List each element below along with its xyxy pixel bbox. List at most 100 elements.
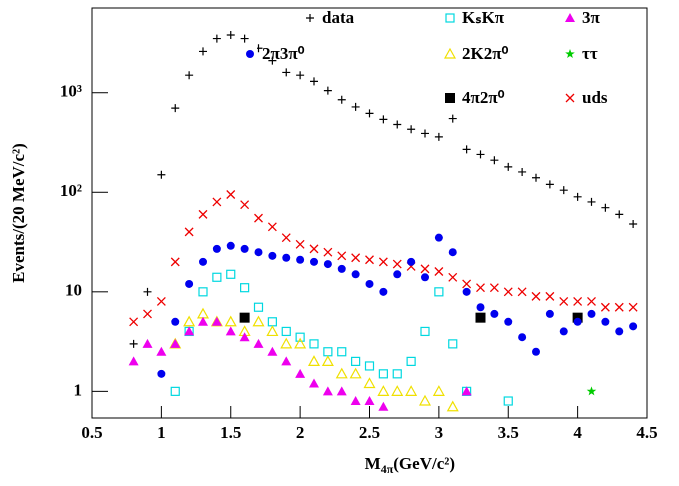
data-point [446,400,459,412]
data-point [295,239,305,249]
data-point [434,233,443,242]
x-label-sub: 4π [381,462,394,476]
data-point [601,317,610,326]
data-point [170,338,181,348]
data-point [407,257,416,266]
data-point [490,309,499,318]
data-point [252,315,265,327]
data-point [615,327,624,336]
data-point [600,302,610,312]
data-point [351,270,360,279]
data-point [586,386,597,396]
data-point [421,129,429,138]
data-point [350,396,361,406]
data-point [143,309,152,319]
data-point [476,150,485,159]
data-point [254,248,263,257]
data-point [559,297,569,306]
data-point [420,326,430,337]
legend-label: 2K2π⁰ [462,44,509,63]
data-point [503,287,513,297]
data-point [364,361,375,371]
data-point [239,312,250,323]
data-point [434,267,444,276]
data-point [337,347,347,357]
x-tick-label: 3.5 [498,423,519,442]
data-point [351,356,361,366]
data-point [573,297,583,306]
data-point [281,233,291,243]
data-point [170,386,180,396]
data-point [129,339,138,348]
data-point [142,338,153,348]
data-point [323,86,332,95]
data-point [462,279,472,289]
data-point [198,316,208,326]
data-point [420,264,430,274]
data-point [296,71,305,80]
data-point [559,186,568,195]
data-point [211,316,222,326]
data-point [462,145,471,154]
data-point [421,273,429,282]
x-tick-label: 4.5 [636,423,657,442]
data-point [184,227,194,237]
data-point [476,303,485,312]
data-point [282,253,291,262]
data-point [531,291,541,301]
legend-label: 4π2π⁰ [462,88,505,107]
y-tick-label: 10 [65,281,82,300]
data-point [378,369,388,379]
data-point [226,31,235,40]
y-tick-label: 10² [60,181,82,200]
data-point [349,367,362,379]
data-point [379,115,388,124]
data-point [253,302,264,312]
data-point [281,326,291,337]
data-point [628,302,638,312]
data-point [282,68,291,77]
legend-marker [443,47,457,59]
legend-marker [565,93,575,103]
data-point [363,377,376,389]
data-point [391,385,404,396]
data-point [212,272,222,282]
data-point [156,346,167,356]
data-point [615,210,624,219]
data-point [504,162,513,171]
legend-marker [246,50,254,58]
data-point [336,386,347,396]
data-point [307,355,321,366]
data-point [559,327,568,336]
data-point [407,125,416,134]
series [157,233,638,378]
legend-marker [306,14,314,22]
data-point [280,337,293,349]
data-point [393,270,402,279]
x-tick-label: 4 [573,423,582,442]
data-point [432,385,445,396]
data-point [157,369,166,378]
data-point [545,180,554,189]
data-point [392,259,402,269]
data-point [171,317,180,326]
x-label-main: M [365,454,381,473]
y-tick-label: 1 [74,380,83,399]
data-point [199,47,207,56]
data-point [406,356,416,366]
data-point [351,253,361,263]
legend-marker [565,49,575,58]
x-tick-label: 0.5 [81,423,102,442]
data-point [378,257,388,267]
data-point [322,386,333,396]
data-point [212,197,222,207]
data-point [143,287,152,296]
series [170,269,513,406]
legend-marker [565,13,575,22]
data-point [268,56,277,65]
data-point [183,315,196,327]
data-point [378,401,389,411]
data-point [337,264,346,273]
x-tick-label: 2 [296,423,305,442]
